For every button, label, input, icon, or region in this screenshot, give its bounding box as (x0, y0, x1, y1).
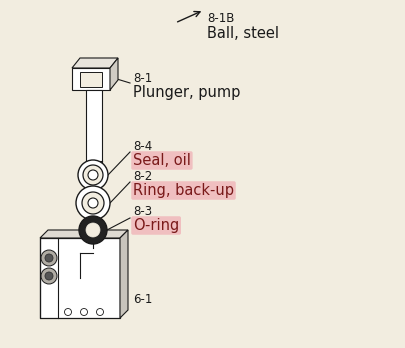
Circle shape (41, 250, 57, 266)
Text: 6-1: 6-1 (133, 293, 152, 306)
Circle shape (41, 268, 57, 284)
Polygon shape (40, 230, 128, 238)
Polygon shape (110, 58, 118, 90)
Text: Ring, back-up: Ring, back-up (133, 183, 233, 198)
Text: Plunger, pump: Plunger, pump (133, 85, 240, 100)
Circle shape (64, 308, 71, 316)
Text: Ball, steel: Ball, steel (207, 26, 278, 41)
Text: 8-4: 8-4 (133, 140, 152, 153)
Text: 8-1B: 8-1B (207, 12, 234, 25)
Text: O-ring: O-ring (133, 218, 179, 233)
Circle shape (76, 186, 110, 220)
Circle shape (79, 216, 107, 244)
Polygon shape (72, 58, 118, 68)
Circle shape (83, 165, 103, 185)
Circle shape (86, 223, 100, 237)
Circle shape (96, 308, 103, 316)
Circle shape (80, 308, 87, 316)
Circle shape (45, 254, 53, 262)
Bar (80, 72, 102, 87)
Bar (72, 68, 110, 90)
Text: 8-1: 8-1 (133, 72, 152, 85)
Bar (86, 90, 102, 163)
Circle shape (45, 272, 53, 280)
Text: Seal, oil: Seal, oil (133, 153, 190, 168)
Bar (40, 238, 120, 318)
Circle shape (82, 192, 104, 214)
Circle shape (78, 160, 108, 190)
Circle shape (88, 170, 98, 180)
Circle shape (88, 198, 98, 208)
Text: 8-2: 8-2 (133, 170, 152, 183)
Polygon shape (120, 230, 128, 318)
Text: 8-3: 8-3 (133, 205, 152, 218)
